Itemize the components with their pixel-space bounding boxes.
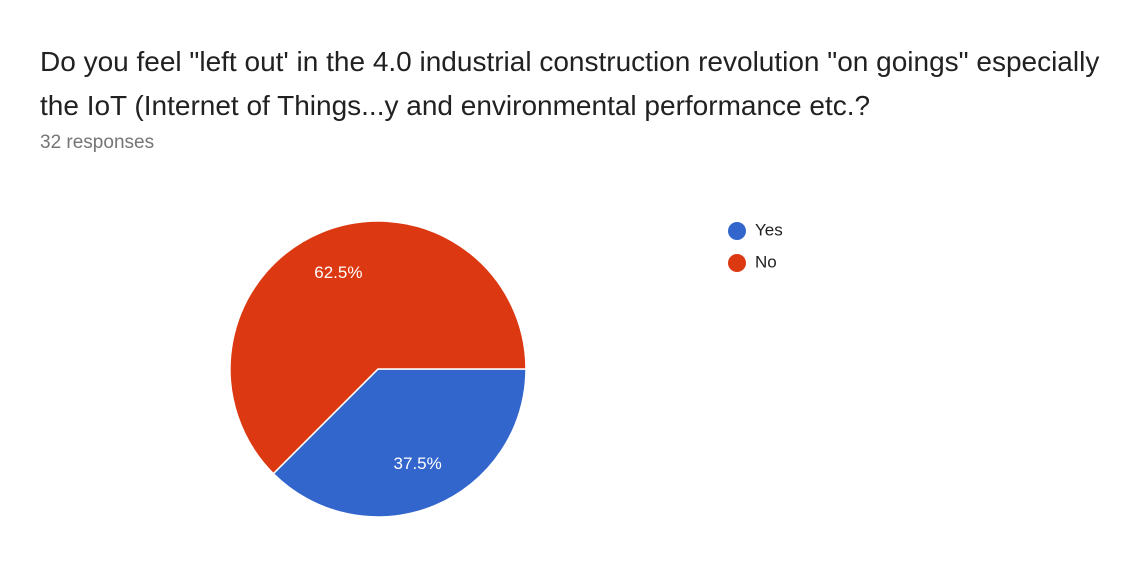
legend-label: No — [755, 252, 777, 271]
data-label: 37.5% — [394, 454, 442, 473]
chart-title: Do you feel "left out' in the 4.0 indust… — [40, 46, 1100, 121]
chart-subtitle: 32 responses — [40, 132, 155, 153]
pie-slice — [272, 368, 527, 518]
legend-marker — [728, 254, 746, 272]
data-label: 62.5% — [314, 263, 362, 282]
pie-slice — [229, 220, 527, 475]
legend-marker — [728, 222, 746, 240]
legend-label: Yes — [755, 220, 783, 239]
